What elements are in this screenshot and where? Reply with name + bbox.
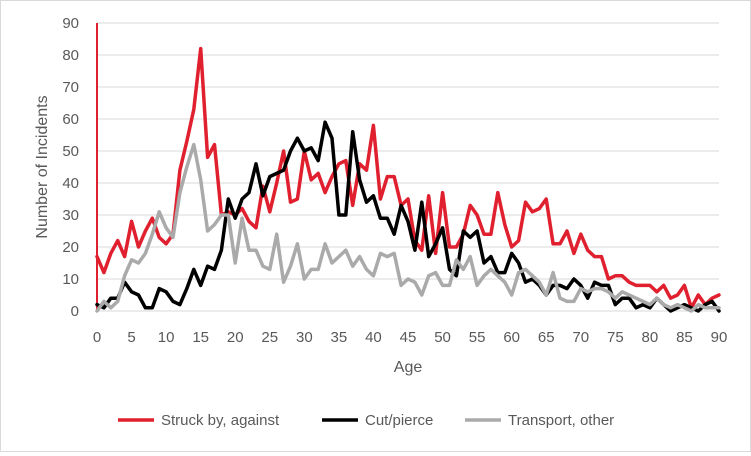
y-tick-label: 70	[62, 79, 79, 96]
series-lines	[95, 46, 721, 313]
x-tick-label: 15	[192, 329, 209, 346]
x-axis-title: Age	[394, 359, 423, 376]
x-tick-label: 40	[365, 329, 382, 346]
legend-label-1: Cut/pierce	[365, 412, 433, 429]
legend: Struck by, against Cut/pierce Transport, o…	[118, 412, 614, 429]
legend-label-0: Struck by, against	[161, 412, 280, 429]
legend-label-2: Transport, other	[508, 412, 614, 429]
x-tick-label: 90	[711, 329, 728, 346]
y-tick-label: 0	[71, 303, 79, 320]
y-tick-label: 60	[62, 111, 79, 128]
series-line-0	[95, 46, 721, 310]
x-tick-label: 0	[93, 329, 101, 346]
x-tick-label: 30	[296, 329, 313, 346]
series-line-2	[95, 142, 721, 313]
y-axis-ticks: 0 10 20 30 40 50 60 70 80 90	[62, 15, 79, 320]
x-axis-ticks: 0 5 10 15 20 25 30 35 40 45 50 55 60 65 70 75 80 85 90	[93, 329, 728, 346]
series-line-1	[95, 120, 721, 313]
x-tick-label: 45	[400, 329, 417, 346]
y-tick-label: 20	[62, 239, 79, 256]
x-tick-label: 25	[261, 329, 278, 346]
y-tick-label: 40	[62, 175, 79, 192]
x-tick-label: 55	[469, 329, 486, 346]
x-tick-label: 70	[572, 329, 589, 346]
x-tick-label: 10	[158, 329, 175, 346]
y-tick-label: 30	[62, 207, 79, 224]
y-tick-label: 10	[62, 271, 79, 288]
y-tick-label: 50	[62, 143, 79, 160]
x-tick-label: 50	[434, 329, 451, 346]
y-tick-label: 80	[62, 47, 79, 64]
x-tick-label: 80	[642, 329, 659, 346]
x-tick-label: 20	[227, 329, 244, 346]
x-tick-label: 85	[676, 329, 693, 346]
y-tick-label: 90	[62, 15, 79, 32]
x-tick-label: 65	[538, 329, 555, 346]
y-axis-title: Number of Incidents	[34, 95, 51, 238]
x-tick-label: 35	[331, 329, 348, 346]
x-tick-label: 5	[127, 329, 135, 346]
x-tick-label: 75	[607, 329, 624, 346]
x-tick-label: 60	[503, 329, 520, 346]
